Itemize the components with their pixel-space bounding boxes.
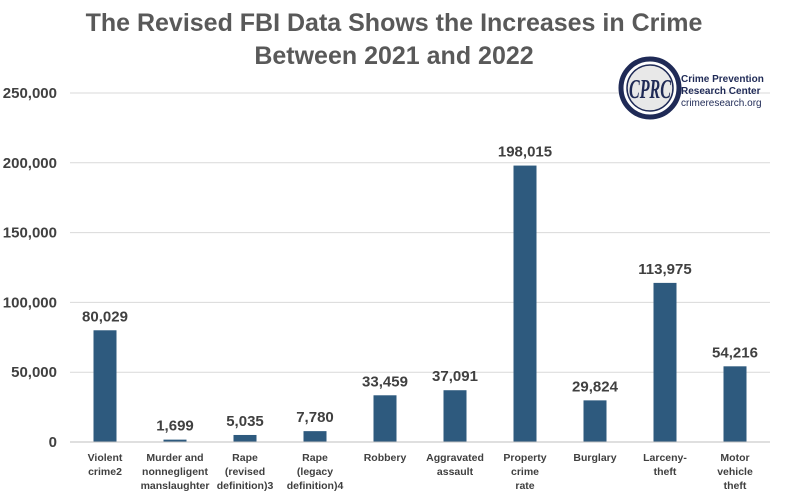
data-label: 54,216 bbox=[712, 344, 758, 361]
data-labels: 80,029 1,699 5,035 7,780 33,459 37,091 198,015… bbox=[82, 144, 758, 435]
bar bbox=[233, 434, 257, 442]
chart-title-line-2: Between 2021 and 2022 bbox=[254, 42, 533, 70]
x-tick-label: Aggravated assault bbox=[426, 452, 484, 478]
chart-title: The Revised FBI Data Shows the Increases… bbox=[86, 9, 703, 70]
y-tick-label: 200,000 bbox=[3, 155, 57, 172]
data-label: 33,459 bbox=[362, 373, 408, 390]
bar bbox=[163, 439, 187, 442]
bar bbox=[93, 330, 117, 442]
x-tick-label: Property crime rate bbox=[503, 452, 546, 492]
bars bbox=[93, 165, 747, 443]
data-label: 29,824 bbox=[572, 378, 619, 395]
y-axis: 0 50,000 100,000 150,000 200,000 250,000 bbox=[3, 85, 57, 451]
x-tick-label: Robbery bbox=[364, 452, 407, 464]
logo-line-1: Crime Prevention bbox=[681, 74, 764, 85]
logo-line-2: Research Center bbox=[681, 86, 761, 97]
x-tick-label: Murder and nonnegligent manslaughter bbox=[141, 452, 210, 492]
chart-title-line-1: The Revised FBI Data Shows the Increases… bbox=[86, 9, 703, 37]
x-axis: Violent crime2 Murder and nonnegligent mansl… bbox=[70, 441, 770, 492]
x-tick-label: Rape (legacy definition)4 bbox=[287, 452, 344, 492]
data-label: 5,035 bbox=[226, 413, 264, 430]
data-label: 198,015 bbox=[498, 144, 552, 161]
x-tick-label: Violent crime2 bbox=[88, 452, 123, 478]
y-tick-label: 0 bbox=[49, 434, 57, 451]
x-tick-label: Burglary bbox=[573, 452, 616, 464]
bar bbox=[443, 390, 467, 442]
bar bbox=[583, 400, 607, 442]
data-label: 80,029 bbox=[82, 308, 128, 325]
logo-initials: CPRC bbox=[629, 74, 672, 104]
y-tick-label: 150,000 bbox=[3, 225, 57, 242]
bar bbox=[373, 395, 397, 442]
logo-inner-circle bbox=[626, 64, 674, 112]
bar bbox=[303, 431, 327, 442]
data-label: 113,975 bbox=[638, 261, 691, 278]
bar bbox=[513, 165, 537, 443]
data-label: 7,780 bbox=[296, 409, 334, 426]
x-tick-label: Motor vehicle theft bbox=[717, 452, 753, 492]
logo-line-3: crimeresearch.org bbox=[681, 98, 762, 109]
y-tick-label: 100,000 bbox=[3, 294, 57, 311]
bar bbox=[723, 366, 747, 442]
cprc-logo: CPRC Crime Prevention Research Center cr… bbox=[618, 56, 764, 120]
bar bbox=[653, 282, 677, 442]
y-tick-label: 50,000 bbox=[11, 364, 57, 381]
data-label: 1,699 bbox=[156, 418, 194, 435]
x-tick-label: Larceny-theft bbox=[643, 452, 687, 478]
y-tick-label: 250,000 bbox=[3, 85, 57, 102]
data-label: 37,091 bbox=[432, 368, 478, 385]
x-tick-label: Rape (revised definition)3 bbox=[217, 452, 274, 492]
